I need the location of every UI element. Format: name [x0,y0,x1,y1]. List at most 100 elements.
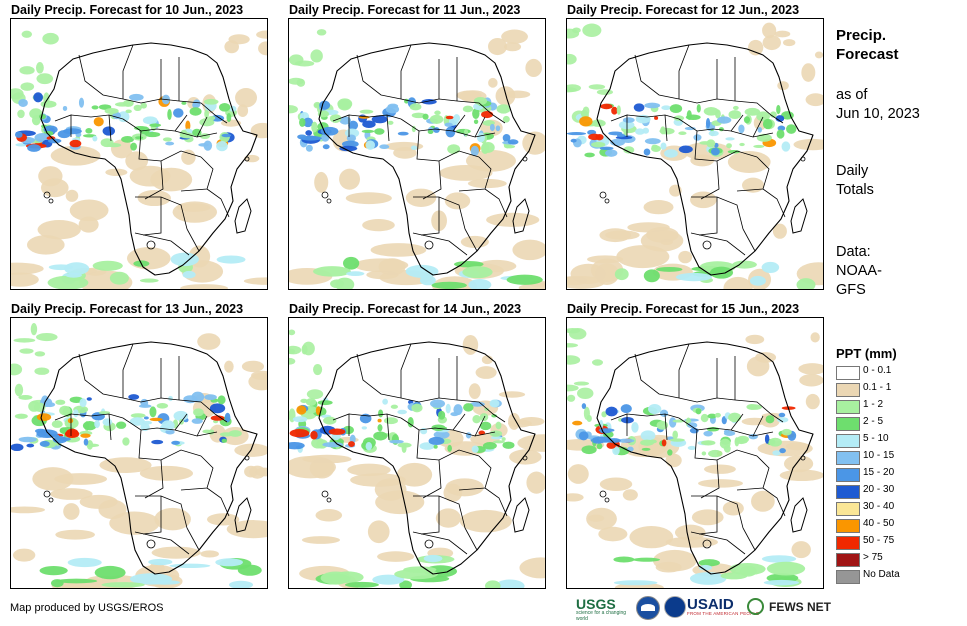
rain-area [596,89,613,95]
rain-area [473,119,479,125]
country-border [742,228,756,252]
rain-area [476,132,485,143]
light-rain-area [640,229,684,252]
daily-line: Totals [836,182,874,198]
rain-area [94,565,126,580]
rain-area [427,129,434,134]
light-rain-area [314,171,329,193]
country-border [196,415,208,437]
light-rain-area [125,151,149,171]
rain-area [319,100,331,110]
rain-area [720,572,748,580]
rain-area [437,410,446,420]
rain-area [92,260,123,271]
country-border [734,100,784,124]
rain-area [462,266,493,279]
rain-area [320,571,351,585]
rain-area [135,136,144,140]
rain-area [228,430,242,437]
country-border [400,343,412,398]
heavy-rain-area [600,430,612,434]
light-rain-area [791,541,811,559]
rain-area [749,275,766,286]
usaid-tagline: FROM THE AMERICAN PEOPLE [687,611,760,616]
light-rain-area [805,93,823,107]
rain-area [306,389,324,400]
rain-area [659,127,675,135]
rain-area [684,126,696,131]
rain-area [365,441,373,451]
rain-area [67,418,74,424]
madagascar-coastline [234,198,252,234]
legend-swatch [836,434,860,448]
precip-map [566,317,824,589]
heavy-rain-area [14,131,23,138]
rain-area [687,422,698,429]
rain-area [695,408,702,415]
rain-area [777,125,786,131]
rain-area [567,53,577,65]
rain-area [779,448,786,454]
rain-area [470,145,479,157]
rain-area [586,415,592,422]
light-rain-area [350,473,406,487]
light-rain-area [241,360,265,373]
rain-area [620,404,632,414]
rain-area [434,110,441,115]
rain-area [678,145,693,154]
rain-area [399,580,412,588]
rain-area [359,109,374,114]
light-rain-area [99,457,152,473]
light-rain-area [567,464,589,484]
heavy-rain-area [322,442,344,448]
light-rain-area [762,35,781,51]
country-border [734,399,784,423]
light-rain-area [435,508,461,528]
light-rain-area [224,360,234,373]
rain-area [659,409,669,417]
rain-area [495,125,501,132]
light-rain-area [289,455,336,479]
legend-label: 1 - 2 [863,399,884,410]
rain-area [55,578,98,584]
island-outline [800,455,806,461]
country-border [698,496,718,535]
light-rain-area [154,507,191,531]
country-border [70,413,124,419]
country-border [54,413,72,436]
rain-area [501,437,506,441]
rain-area [104,108,119,114]
rain-area [465,432,472,439]
usgs-tagline: science for a changing world [576,610,627,622]
light-rain-area [50,145,101,166]
rain-area [588,84,606,90]
light-rain-area [509,449,542,465]
country-border [400,417,496,437]
rain-area [191,418,203,424]
rain-area [114,102,131,107]
rain-area [237,564,262,576]
rain-area [67,557,102,568]
light-rain-area [180,284,228,289]
rain-area [377,418,382,423]
rain-area [310,49,323,63]
rain-area [193,408,204,417]
rain-area [202,429,212,434]
rain-area [337,99,352,111]
rain-area [703,107,719,116]
rain-area [98,411,111,415]
rain-area [686,110,692,120]
rain-area [777,417,789,423]
rain-area [142,420,153,425]
rain-area [669,438,685,442]
light-rain-area [704,464,736,474]
rain-area [302,117,314,128]
rain-area [591,359,604,366]
heavy-rain-area [11,443,24,452]
africa-coastline [318,42,536,276]
rain-area [144,131,161,138]
rain-area [122,437,130,446]
heavy-rain-area [328,428,346,435]
light-rain-area [197,333,221,350]
country-border [610,413,628,436]
